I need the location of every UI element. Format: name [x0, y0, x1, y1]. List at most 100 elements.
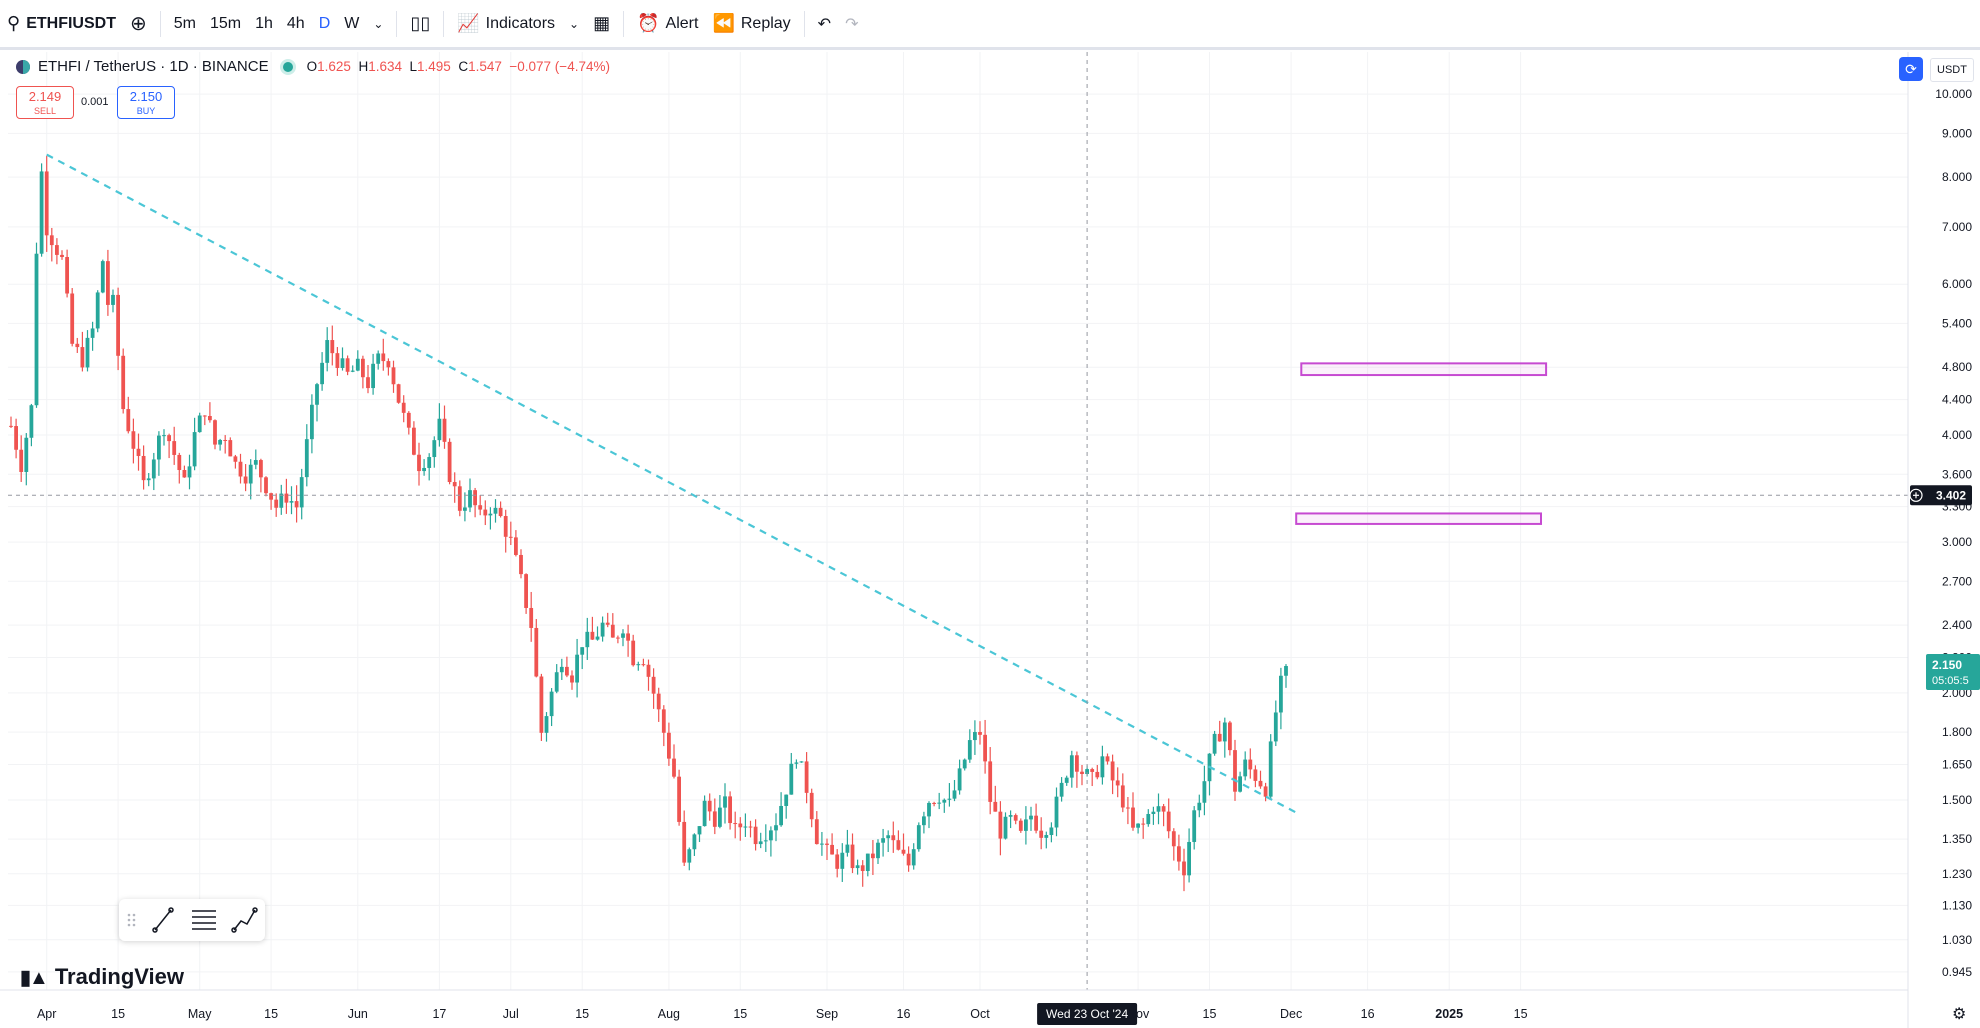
candle-body [565, 666, 569, 676]
candle-body [269, 493, 273, 500]
candle-body [1258, 780, 1263, 787]
y-tick-label: 2.400 [1942, 618, 1972, 632]
candle-body [575, 654, 579, 683]
candle-body [1008, 815, 1013, 817]
alarm-clock-icon: ⏰ [637, 13, 660, 33]
candle-body [1126, 807, 1130, 809]
candle-body [162, 435, 166, 437]
candle-body [743, 826, 748, 828]
candle-body [238, 461, 243, 477]
candle-body [595, 636, 600, 640]
y-tick-label: 7.000 [1942, 220, 1972, 234]
candle-body [1146, 813, 1151, 825]
candle-body [692, 834, 697, 850]
candle-body [427, 457, 432, 468]
symbol-title[interactable]: ETHFI / TetherUS · 1D · BINANCE [38, 58, 269, 75]
candle-body [345, 358, 350, 372]
candle-body [641, 664, 646, 666]
interval-dropdown[interactable]: ⌄ [366, 0, 390, 49]
candle-body [1105, 756, 1110, 762]
candle-body [106, 261, 110, 305]
interval-5m[interactable]: 5m [173, 14, 196, 32]
interval-4h[interactable]: 4h [286, 14, 305, 32]
candle-body [44, 171, 49, 236]
candle-body [90, 328, 95, 338]
sync-icon[interactable]: ⟳ [1899, 57, 1923, 81]
candle-body [1085, 769, 1089, 775]
currency-button[interactable]: USDT [1930, 58, 1974, 82]
y-tick-label: 1.350 [1942, 832, 1972, 846]
grid-icon: ▦ [593, 13, 611, 33]
candle-body [1110, 761, 1115, 781]
candle-body [799, 761, 804, 763]
candle-body [845, 844, 850, 853]
candle-body [483, 509, 488, 516]
compare-button[interactable]: ⊕ [123, 0, 154, 49]
candle-body [274, 499, 279, 508]
close-label: C [458, 59, 469, 74]
candle-body [248, 464, 253, 484]
candle-body [167, 435, 171, 442]
candle-body [779, 805, 783, 826]
candle-body [177, 454, 182, 471]
candle-body [192, 432, 197, 467]
symbol-search[interactable]: ⚲ ETHFIUSDT [0, 0, 123, 49]
gear-icon[interactable]: ⚙ [1952, 1006, 1967, 1023]
candle-body [182, 470, 187, 478]
y-tick-label: 1.230 [1942, 867, 1972, 881]
candle-body [208, 416, 212, 421]
interval-d[interactable]: D [318, 14, 331, 32]
descending-trendline [46, 153, 1297, 814]
buy-button[interactable]: 2.150 BUY [117, 86, 175, 119]
price-zone [1300, 362, 1548, 377]
redo-button[interactable]: ↷ [838, 0, 865, 49]
candle-body [213, 420, 217, 445]
candle-body [437, 418, 442, 441]
indicators-dropdown[interactable]: ⌄ [562, 0, 586, 49]
candle-body [559, 666, 564, 673]
interval-15m[interactable]: 15m [209, 14, 242, 32]
candle-body [916, 825, 921, 850]
candle-body [718, 807, 722, 827]
sell-button[interactable]: 2.149 SELL [16, 86, 74, 119]
time-axis: Apr 15 May 15 Jun 17 Jul 15 Aug 15 Sep 16 Oct Nov 15 De… [0, 989, 1908, 1021]
candle-body [95, 292, 100, 329]
candle-body [151, 459, 156, 479]
x-tick-label: 15 [1203, 1007, 1217, 1021]
candle-body [498, 507, 503, 517]
y-tick-label: 1.030 [1942, 933, 1972, 947]
x-tick-label: 15 [1514, 1007, 1528, 1021]
candle-body [697, 826, 702, 835]
candle-body [1039, 830, 1044, 838]
replay-button[interactable]: ⏪ Replay [705, 0, 797, 49]
candle-body [508, 536, 513, 538]
horizontal-lines-tool-icon[interactable] [192, 910, 216, 930]
interval-1h[interactable]: 1h [255, 14, 273, 32]
candle-body [1029, 815, 1033, 820]
candle-body [55, 245, 59, 255]
candle-body [1090, 769, 1095, 772]
interval-w[interactable]: W [344, 14, 360, 32]
undo-button[interactable]: ↶ [811, 0, 838, 49]
crosshair: 3.402 Wed 23 Oct '24 [8, 52, 1972, 1025]
tradingview-logo[interactable]: ▮▲ TradingView [20, 964, 184, 990]
candle-body [1202, 781, 1207, 803]
candle-body [600, 622, 605, 637]
x-tick-label: 15 [111, 1007, 125, 1021]
chart-type-button[interactable]: ▯▯ [403, 0, 437, 49]
candle-body [493, 507, 498, 514]
alert-button[interactable]: ⏰ Alert [630, 0, 705, 49]
candle-body [111, 294, 115, 305]
indicators-button[interactable]: 📈 Indicators [450, 0, 562, 49]
trendline-tool-icon[interactable] [152, 907, 174, 933]
candle-body [1141, 823, 1146, 825]
path-tool-icon[interactable] [231, 907, 258, 933]
y-tick-label: 1.800 [1942, 725, 1972, 739]
candle-body [906, 853, 911, 866]
sell-label: SELL [33, 106, 57, 116]
layout-button[interactable]: ▦ [586, 0, 617, 49]
crosshair-date-label: Wed 23 Oct '24 [1046, 1007, 1128, 1021]
candle-body [626, 633, 630, 641]
candle-body [1222, 722, 1227, 742]
